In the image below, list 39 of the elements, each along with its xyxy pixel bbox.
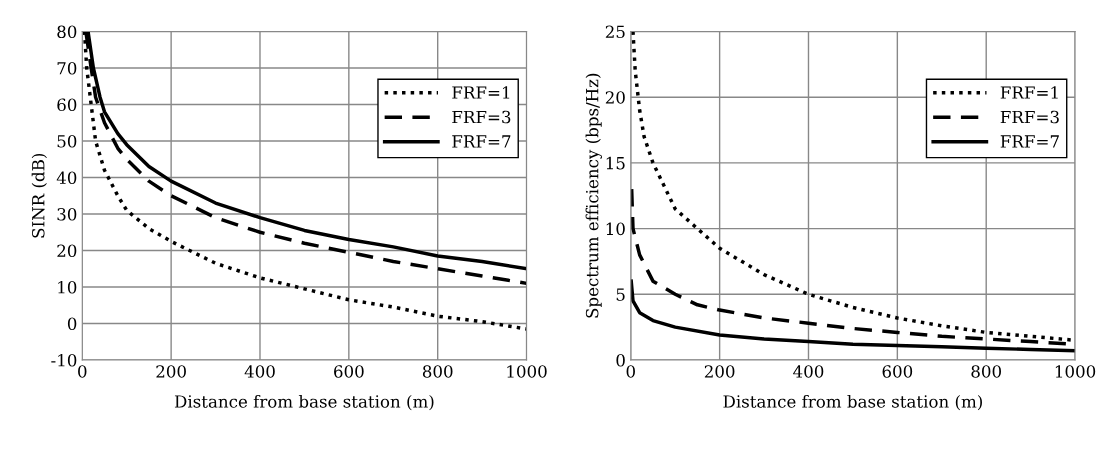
x-tick-label: 200 xyxy=(156,365,186,378)
y-tick-label: 60 xyxy=(57,98,77,112)
y-axis-title: Spectrum efficiency (bps/Hz) xyxy=(585,73,602,318)
x-tick-label: 600 xyxy=(882,365,913,378)
x-tick-label: 400 xyxy=(793,365,824,378)
legend-label: FRF=1 xyxy=(1000,86,1058,99)
x-tick-label: 800 xyxy=(971,365,1001,378)
x-tick-label: 1000 xyxy=(1055,365,1096,378)
y-tick-label: 15 xyxy=(606,156,625,170)
x-tick-label: 0 xyxy=(78,365,87,378)
y-axis-title: SINR (dB) xyxy=(31,153,47,238)
x-tick-label: 200 xyxy=(704,365,735,378)
y-tick-label: 80 xyxy=(57,25,77,39)
legend-label: FRF=3 xyxy=(1000,110,1059,124)
x-axis-title: Distance from base station (m) xyxy=(723,394,982,411)
legend-label: FRF=7 xyxy=(1000,135,1059,148)
y-tick-label: 0 xyxy=(67,317,77,331)
y-tick-label: 5 xyxy=(616,288,625,301)
y-tick-label: 20 xyxy=(605,91,625,104)
y-tick-label: 0 xyxy=(616,353,625,367)
x-tick-label: 400 xyxy=(244,365,275,378)
y-tick-label: 70 xyxy=(57,61,77,75)
x-tick-label: 1000 xyxy=(507,365,547,378)
y-tick-label: 10 xyxy=(58,280,77,294)
legend-label: FRF=1 xyxy=(452,86,510,99)
x-axis-title: Distance from base station (m) xyxy=(174,394,434,411)
y-tick-label: 30 xyxy=(57,207,77,221)
y-tick-label: 20 xyxy=(57,244,77,258)
y-tick-label: 25 xyxy=(605,25,625,39)
x-tick-label: 0 xyxy=(626,365,635,378)
y-tick-label: 10 xyxy=(606,222,625,236)
line-series xyxy=(630,279,1076,353)
legend-label: FRF=7 xyxy=(452,135,511,148)
y-tick-label: 40 xyxy=(56,171,77,185)
y-tick-label: 50 xyxy=(57,134,77,148)
x-tick-label: 600 xyxy=(334,365,364,378)
legend-label: FRF=3 xyxy=(452,110,511,124)
x-tick-label: 800 xyxy=(422,365,453,378)
y-tick-label: -10 xyxy=(51,353,77,367)
